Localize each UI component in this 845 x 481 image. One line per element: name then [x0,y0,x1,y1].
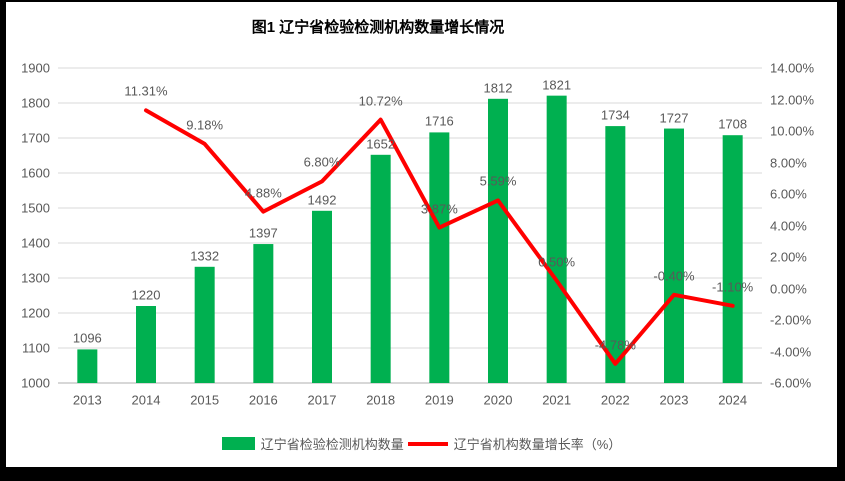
y-axis-left-tick-1400: 1400 [21,235,50,251]
bar-series-legend-label: 辽宁省检验检测机构数量 [260,437,404,452]
x-axis-tick-2017: 2017 [307,392,337,408]
y-axis-right-tick-12.00%: 12.00% [770,92,815,107]
bar-label-2023: 1727 [659,110,689,126]
bar-2017 [312,210,332,383]
y-axis-right-tick-4.00%: 4.00% [770,218,807,233]
bar-label-2019: 1716 [424,113,454,129]
bar-label-2013: 1096 [72,330,102,346]
x-axis-tick-2013: 2013 [72,392,102,408]
line-label-2021: 0.50% [538,254,576,270]
bar-2021 [546,95,567,384]
bar-2016 [253,244,274,383]
x-axis-tick-2021: 2021 [542,392,572,408]
x-axis-tick-2024: 2024 [718,392,748,408]
y-axis-right-tick-10.00%: 10.00% [770,123,815,139]
y-axis-right-tick-8.00%: 8.00% [770,155,807,170]
bar-label-2014: 1220 [131,287,161,303]
line-label-2014: 11.31% [124,83,168,99]
bar-label-2015: 1332 [190,248,220,264]
line-series-legend-label: 辽宁省机构数量增长率（%） [453,437,622,452]
bar-label-2024: 1708 [718,116,748,132]
bar-2013 [77,349,98,383]
x-axis-tick-2019: 2019 [424,392,454,408]
x-axis-tick-2020: 2020 [483,392,513,408]
plot-area [58,67,762,384]
line-label-2016: 4.88% [244,185,282,201]
legend: 辽宁省检验检测机构数量 辽宁省机构数量增长率（%） [6,434,837,453]
bar-label-2017: 1492 [307,192,337,208]
bar-label-2020: 1812 [483,80,513,96]
y-axis-right-tick--4.00%: -4.00% [770,344,812,359]
x-axis-tick-2015: 2015 [190,392,220,408]
bar-label-2016: 1397 [248,225,278,241]
y-axis-left-tick-1600: 1600 [21,165,50,181]
bar-label-2018: 1652 [366,136,396,152]
bar-2020 [488,98,508,384]
bar-series-swatch-icon [221,437,255,450]
chart: 图1 辽宁省检验检测机构数量增长情况 1900 1800 1700 1600 1500 1… [6,2,837,467]
x-axis-tick-2023: 2023 [659,392,689,408]
legend-item-line-series: 辽宁省机构数量增长率（%） [407,434,622,453]
y-axis-left-tick-1500: 1500 [21,200,50,216]
bar-2018 [370,154,391,383]
y-axis-left-tick-1300: 1300 [21,270,50,286]
x-axis-tick-2016: 2016 [248,392,278,408]
line-label-2024: -1.10% [712,279,754,295]
line-label-2022: -4.78% [594,337,636,353]
bar-2015 [194,266,215,383]
bar-2022 [605,126,626,383]
line-label-2015: 9.18% [186,117,224,133]
line-label-2020: 5.59% [479,173,517,189]
line-label-2018: 10.72% [358,93,403,109]
y-axis-left-tick-1800: 1800 [21,95,50,111]
y-axis-right-tick-14.00%: 14.00% [770,60,815,76]
line-label-2019: 3.87% [420,201,458,217]
bar-label-2022: 1734 [600,107,630,123]
y-axis-left-tick-1200: 1200 [21,305,50,321]
chart-title: 图1 辽宁省检验检测机构数量增长情况 [251,19,505,36]
line-label-2023: -0.40% [653,268,695,284]
x-axis-tick-2014: 2014 [131,392,161,408]
y-axis-left-tick-1900: 1900 [21,60,50,76]
x-axis-tick-2022: 2022 [600,392,630,408]
bar-2019 [429,132,450,383]
bar-2024 [722,135,743,383]
line-label-2017: 6.80% [303,154,341,170]
line-series-swatch-icon [407,441,448,446]
y-axis-right-tick-0.00%: 0.00% [770,281,807,296]
growth-rate-line [144,108,735,366]
y-axis-left-tick-1700: 1700 [21,130,50,146]
bar-2023 [664,128,684,383]
y-axis-left-tick-1100: 1100 [22,340,50,356]
y-axis-right-tick-2.00%: 2.00% [770,249,807,265]
bar-label-2021: 1821 [542,77,572,93]
y-axis-left-tick-1000: 1000 [21,375,50,391]
bar-2014 [136,306,156,383]
y-axis-right-tick-6.00%: 6.00% [770,186,807,202]
y-axis-right-tick--6.00%: -6.00% [770,375,812,391]
x-axis-tick-2018: 2018 [366,392,396,408]
y-axis-right-tick--2.00%: -2.00% [770,312,812,328]
legend-item-bar-series: 辽宁省检验检测机构数量 [221,434,404,453]
